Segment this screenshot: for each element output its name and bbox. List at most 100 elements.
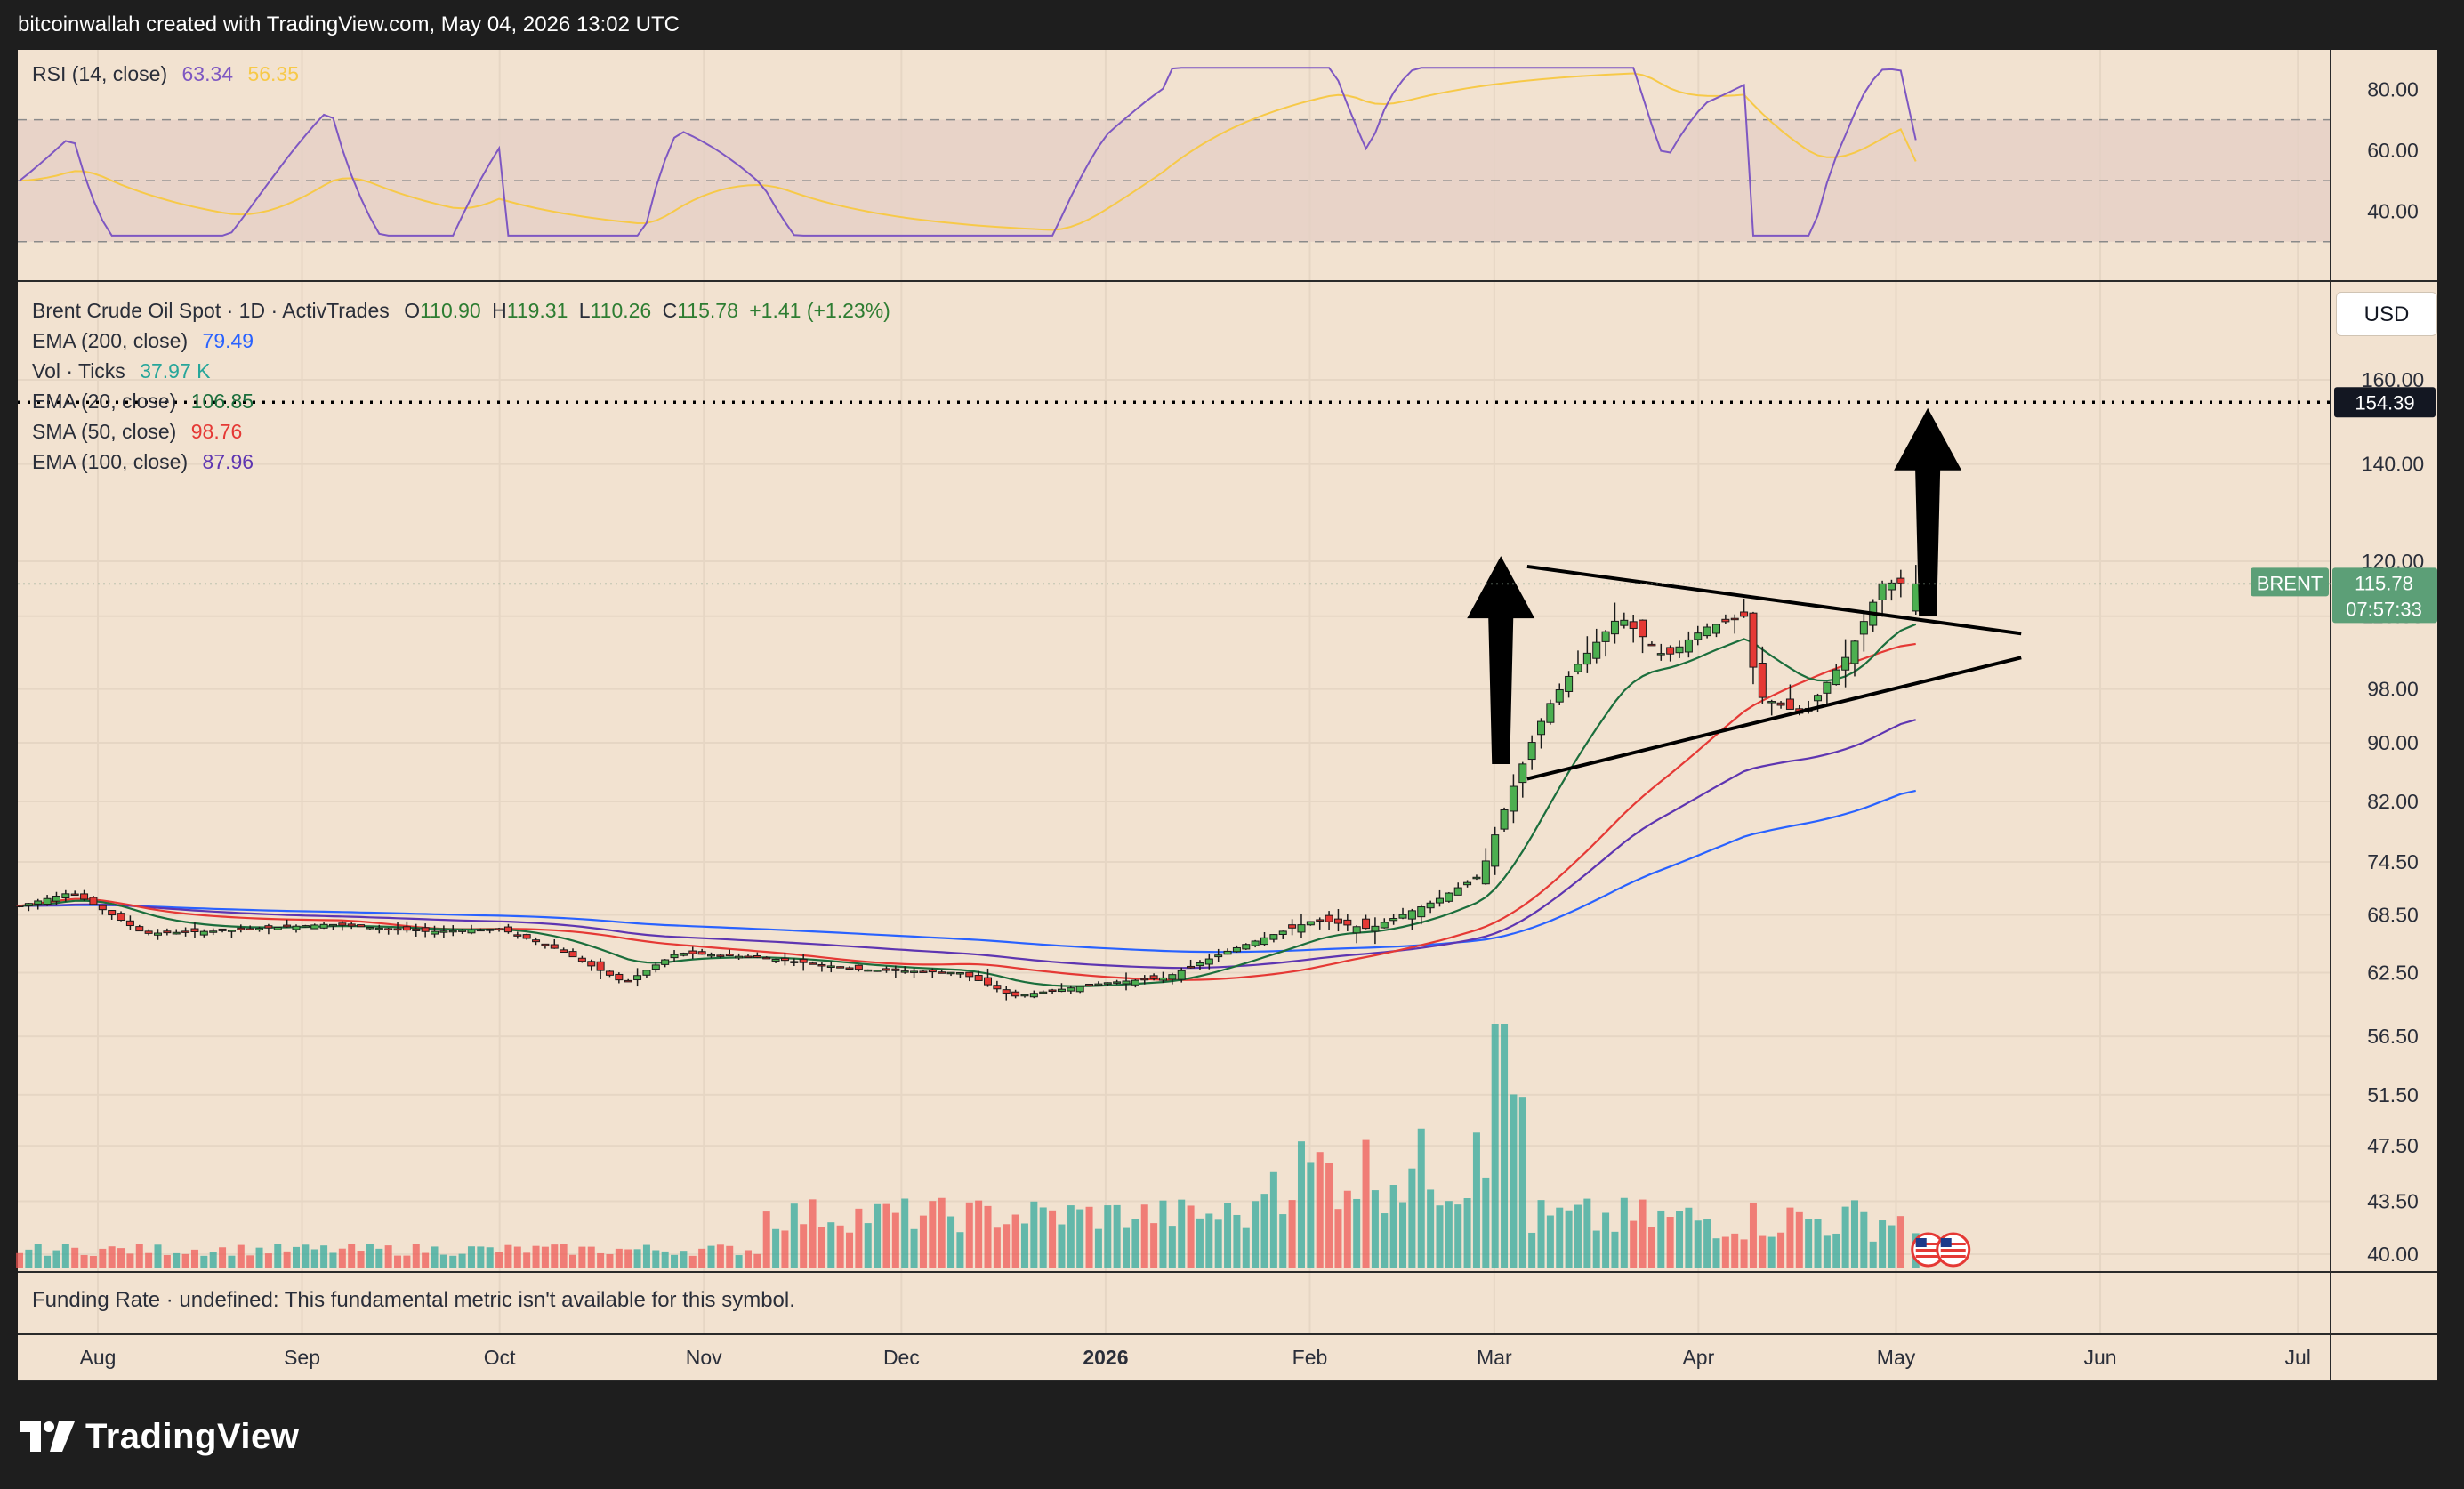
volume-bar xyxy=(477,1246,485,1268)
volume-bar xyxy=(1620,1197,1628,1268)
candle xyxy=(1204,953,1213,970)
candle-body xyxy=(826,965,835,968)
volume-bar xyxy=(357,1251,365,1268)
candle xyxy=(716,954,725,959)
candle-body xyxy=(1343,919,1352,926)
currency-button[interactable]: USD xyxy=(2336,292,2437,336)
attribution-text: bitcoinwallah created with TradingView.c… xyxy=(18,12,680,36)
candle xyxy=(1878,580,1887,617)
volume-bar xyxy=(1759,1235,1767,1268)
candle xyxy=(227,930,236,938)
candle xyxy=(817,962,826,972)
candle-body xyxy=(264,925,273,929)
indicator-legend-ema100[interactable]: EMA (100, close) 87.96 xyxy=(32,450,254,474)
candle xyxy=(172,929,181,935)
volume-bar xyxy=(173,1252,181,1268)
candle-body xyxy=(80,893,89,900)
candle xyxy=(1785,684,1794,710)
indicator-label: EMA (100, close) xyxy=(32,450,189,473)
volume-bar xyxy=(1094,1228,1102,1268)
candle xyxy=(826,961,835,973)
candle xyxy=(984,968,993,987)
candle-body xyxy=(1721,618,1730,623)
candle xyxy=(1048,988,1057,994)
candle xyxy=(218,928,227,933)
candle-body xyxy=(1398,914,1407,919)
candle-body xyxy=(1555,689,1564,703)
candle-body xyxy=(1537,720,1546,736)
volume-bar xyxy=(726,1245,734,1268)
volume-bar xyxy=(1187,1205,1195,1268)
candle xyxy=(965,971,974,982)
candle-body xyxy=(532,939,541,943)
candle-body xyxy=(1491,834,1500,867)
candle-body xyxy=(301,925,310,928)
candle-body xyxy=(1168,974,1177,980)
rsi-value: 63.34 xyxy=(181,62,234,85)
volume-bar xyxy=(89,1255,97,1268)
candle xyxy=(1242,943,1251,950)
rsi-legend: RSI (14, close) 63.34 56.35 xyxy=(32,62,299,86)
volume-bar xyxy=(52,1250,60,1268)
candle xyxy=(771,958,780,963)
time-axis-label: Sep xyxy=(284,1346,320,1369)
candle-body xyxy=(1776,702,1785,706)
candle-body xyxy=(1500,809,1509,830)
candle-body xyxy=(1823,681,1832,694)
candle xyxy=(43,895,52,906)
volume-bar xyxy=(965,1202,973,1268)
candle-body xyxy=(1057,988,1066,993)
candle-body xyxy=(421,927,430,932)
time-axis-label: Mar xyxy=(1477,1346,1512,1369)
volume-bar xyxy=(71,1247,79,1268)
candle xyxy=(1094,981,1103,986)
candle-body xyxy=(1131,979,1139,986)
candle-body xyxy=(366,927,374,930)
candle xyxy=(52,891,60,905)
indicator-label: EMA (200, close) xyxy=(32,329,189,352)
volume-bar xyxy=(384,1245,392,1268)
volume-bar xyxy=(587,1246,595,1268)
candle xyxy=(1481,848,1490,885)
candle-body xyxy=(1196,962,1204,967)
indicator-legend-sma50[interactable]: SMA (50, close) 98.76 xyxy=(32,420,242,444)
candle-body xyxy=(319,923,328,929)
candle-body xyxy=(946,971,955,975)
time-axis-label: Feb xyxy=(1292,1346,1328,1369)
volume-bar xyxy=(1777,1232,1785,1268)
candle xyxy=(1039,990,1048,994)
price-axis-label: 98.00 xyxy=(2367,678,2419,701)
price-legend-title: Brent Crude Oil Spot · 1D · ActivTrades … xyxy=(32,299,890,323)
volume-bar xyxy=(1731,1233,1739,1268)
candle-body xyxy=(1122,980,1131,985)
indicator-legend-volume[interactable]: Vol · Ticks 37.97 K xyxy=(32,359,211,383)
volume-bar xyxy=(1611,1231,1619,1268)
candle-body xyxy=(744,955,753,959)
candle-body xyxy=(1306,921,1315,926)
indicator-legend-ema20[interactable]: EMA (20, close) 106.85 xyxy=(32,390,254,414)
volume-bar xyxy=(1242,1227,1250,1268)
indicator-value: 37.97 K xyxy=(140,359,211,382)
candle xyxy=(1582,636,1591,673)
volume-bar xyxy=(855,1208,863,1268)
indicator-legend-ema200[interactable]: EMA (200, close) 79.49 xyxy=(32,329,254,353)
candle xyxy=(744,954,753,959)
candlestick-series xyxy=(15,565,1920,1001)
volume-bar xyxy=(1214,1219,1222,1268)
volume-bar xyxy=(1445,1201,1453,1268)
candle-body xyxy=(273,927,282,930)
candle-body xyxy=(1565,675,1574,692)
indicator-label: EMA (20, close) xyxy=(32,390,177,413)
candle-body xyxy=(1785,698,1794,710)
candle xyxy=(328,923,337,930)
brand-footer[interactable]: TradingView xyxy=(20,1414,299,1459)
candle-body xyxy=(15,905,24,908)
candle xyxy=(1555,683,1564,706)
volume-bar xyxy=(541,1246,549,1268)
time-axis-label: Jun xyxy=(2084,1346,2117,1369)
candle-body xyxy=(1878,583,1887,600)
candle-body xyxy=(199,930,208,936)
price-axis-label: 51.50 xyxy=(2367,1083,2419,1107)
volume-bar xyxy=(1869,1241,1877,1268)
